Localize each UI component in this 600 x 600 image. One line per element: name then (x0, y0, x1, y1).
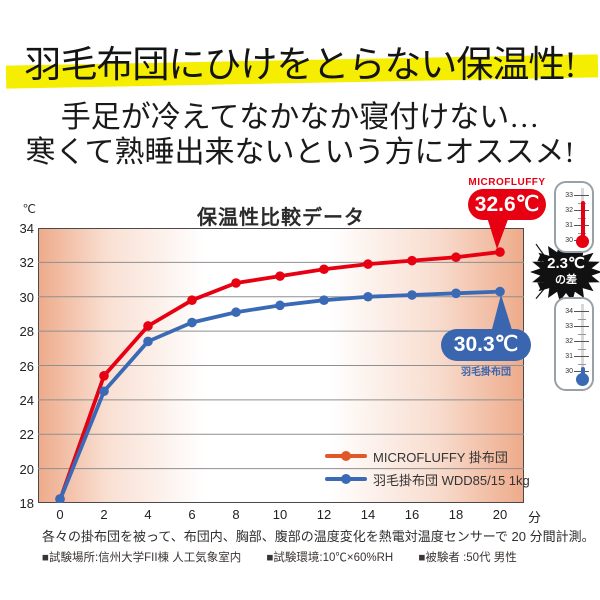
thermo-scale-label: 31 (565, 353, 573, 360)
y-tick-label: 22 (19, 427, 34, 443)
y-tick-label: 34 (19, 221, 34, 236)
legend-item: MICROFLUFFY 掛布団 (325, 446, 508, 466)
test-subject: ■被験者 :50代 男性 (418, 552, 517, 564)
microfluffy-brand-label: MICROFLUFFY (468, 177, 546, 188)
test-environment: ■試験環境:10℃×60%RH (266, 552, 394, 564)
red-temperature-badge: 32.6℃ (468, 189, 546, 220)
chart-title: 保温性比較データ (197, 207, 365, 229)
down-comforter-label: 羽毛掛布団 (461, 367, 511, 378)
thermo-scale-label: 33 (565, 323, 573, 330)
x-tick-label: 16 (404, 507, 420, 522)
gridlines (38, 261, 524, 470)
y-tick-label: 28 (19, 324, 34, 340)
x-tick-label: 10 (272, 507, 288, 522)
test-conditions: ■試験場所:信州大学FII棟 人工気象室内 ■試験環境:10℃×60%RH ■被… (42, 549, 598, 565)
subtitle-line1: 手足が冷えてなかなか寝付けない… (60, 101, 540, 134)
series-microfluffy (55, 247, 505, 503)
x-tick-label: 18 (448, 507, 464, 522)
thermo-scale-label: 32 (565, 338, 573, 345)
legend-item: 羽毛掛布団 WDD85/15 1kg (325, 469, 530, 489)
thermo-scale-label: 30 (565, 237, 573, 244)
difference-value: 2.3℃ (547, 255, 585, 272)
thermometer-high-icon: 33 32 31 30 (554, 181, 594, 253)
measurement-note: 各々の掛布団を被って、布団内、胸部、腹部の温度変化を熱電対温度センサーで 20 … (42, 529, 595, 544)
y-tick-label: 18 (19, 496, 34, 511)
thermo-scale-label: 34 (565, 308, 573, 315)
x-axis-unit: 分 (528, 510, 542, 525)
x-tick-label: 0 (56, 507, 64, 522)
headline-block: 羽毛布団にひけをとらない保温性! (0, 34, 600, 89)
x-tick-label: 20 (492, 507, 508, 522)
y-tick-label: 30 (19, 289, 34, 305)
subtitle-line2: 寒くて熟睡出来ないという方にオススメ! (25, 136, 575, 169)
thermo-scale-label: 30 (565, 368, 573, 375)
x-tick-label: 8 (232, 507, 240, 522)
line-chart (38, 247, 524, 503)
headline: 羽毛布団にひけをとらない保温性! (24, 45, 576, 86)
blue-temperature-badge: 30.3℃ (441, 329, 531, 361)
x-tick-label: 14 (360, 507, 376, 522)
test-location: ■試験場所:信州大学FII棟 人工気象室内 (42, 552, 242, 564)
difference-badge-text: 2.3℃ の差 (534, 256, 598, 288)
thermo-scale-label: 33 (565, 192, 573, 199)
thermo-scale-label: 31 (565, 222, 573, 229)
x-tick-label: 2 (100, 507, 108, 522)
y-tick-label: 32 (19, 255, 34, 271)
y-tick-label: 24 (19, 392, 34, 408)
difference-suffix: の差 (555, 274, 577, 286)
y-tick-label: 20 (19, 461, 34, 477)
x-tick-label: 12 (316, 507, 332, 522)
y-tick-label: 26 (19, 358, 34, 374)
thermometer-low-icon: 34 33 32 31 30 (554, 297, 594, 391)
x-tick-label: 6 (188, 507, 196, 522)
thermo-scale-label: 32 (565, 207, 573, 214)
series-down-comforter (55, 286, 505, 503)
y-axis-unit: ℃ (22, 202, 36, 216)
x-tick-label: 4 (144, 507, 152, 522)
